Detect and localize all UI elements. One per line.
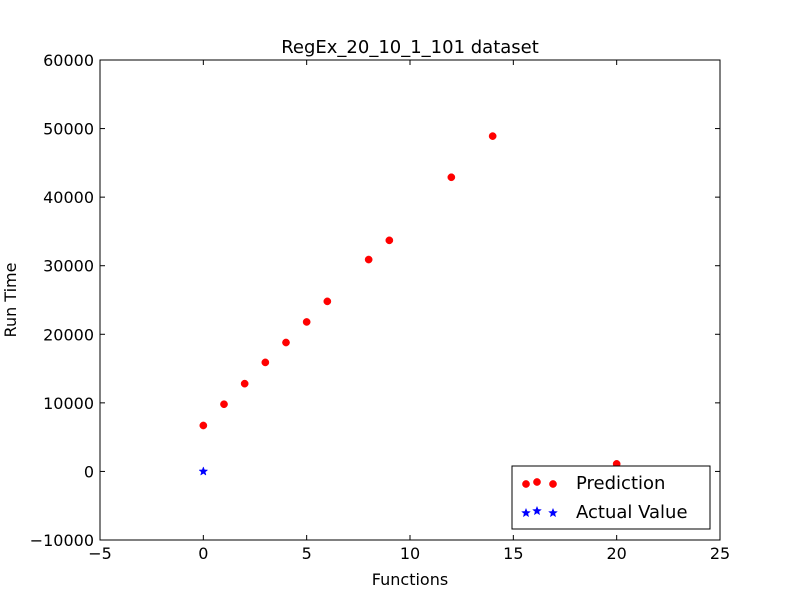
y-tick-label: 0 — [84, 462, 94, 481]
x-tick-label: −5 — [88, 544, 112, 563]
chart-title: RegEx_20_10_1_101 dataset — [281, 37, 539, 58]
data-point — [447, 173, 456, 182]
y-tick-label: 30000 — [43, 257, 94, 276]
legend-box — [511, 465, 711, 530]
x-tick-label: 25 — [710, 544, 730, 563]
series-0 — [199, 132, 621, 468]
x-tick-label: 0 — [198, 544, 208, 563]
legend-marker — [532, 505, 542, 516]
legend-marker — [548, 507, 558, 518]
legend-marker — [533, 478, 541, 486]
plot-area — [198, 132, 621, 476]
data-point — [488, 132, 497, 140]
legend-marker — [522, 480, 530, 488]
y-tick-label: 10000 — [43, 394, 94, 413]
x-axis-label: Functions — [372, 570, 448, 589]
data-point — [199, 421, 208, 430]
data-point — [261, 358, 270, 367]
y-tick-label: 60000 — [43, 51, 94, 70]
data-point — [302, 318, 311, 326]
data-point — [240, 379, 249, 388]
y-tick-label: −10000 — [30, 531, 94, 550]
data-point — [198, 466, 209, 476]
series-1 — [198, 466, 209, 476]
data-point — [282, 338, 290, 347]
data-point — [385, 236, 394, 245]
legend-marker — [521, 507, 531, 518]
legend-marker — [549, 480, 557, 488]
data-point — [220, 400, 228, 409]
data-point — [323, 297, 332, 306]
data-point — [364, 255, 373, 264]
y-tick-label: 50000 — [43, 120, 94, 139]
y-axis-label: Run Time — [1, 263, 20, 338]
legend-label: Prediction — [576, 473, 665, 494]
y-tick-label: 40000 — [43, 188, 94, 207]
y-tick-label: 20000 — [43, 325, 94, 344]
x-tick-label: 10 — [400, 544, 420, 563]
legend: Prediction Actual Value — [511, 465, 711, 530]
axis-ticks: −5 0 5 10 15 20 25 −10000 0 10000 20000 30000 40000 5… — [30, 51, 730, 563]
legend-label: Actual Value — [576, 502, 688, 523]
x-tick-label: 20 — [606, 544, 626, 563]
x-tick-label: 5 — [302, 544, 312, 563]
x-tick-label: 15 — [503, 544, 523, 563]
